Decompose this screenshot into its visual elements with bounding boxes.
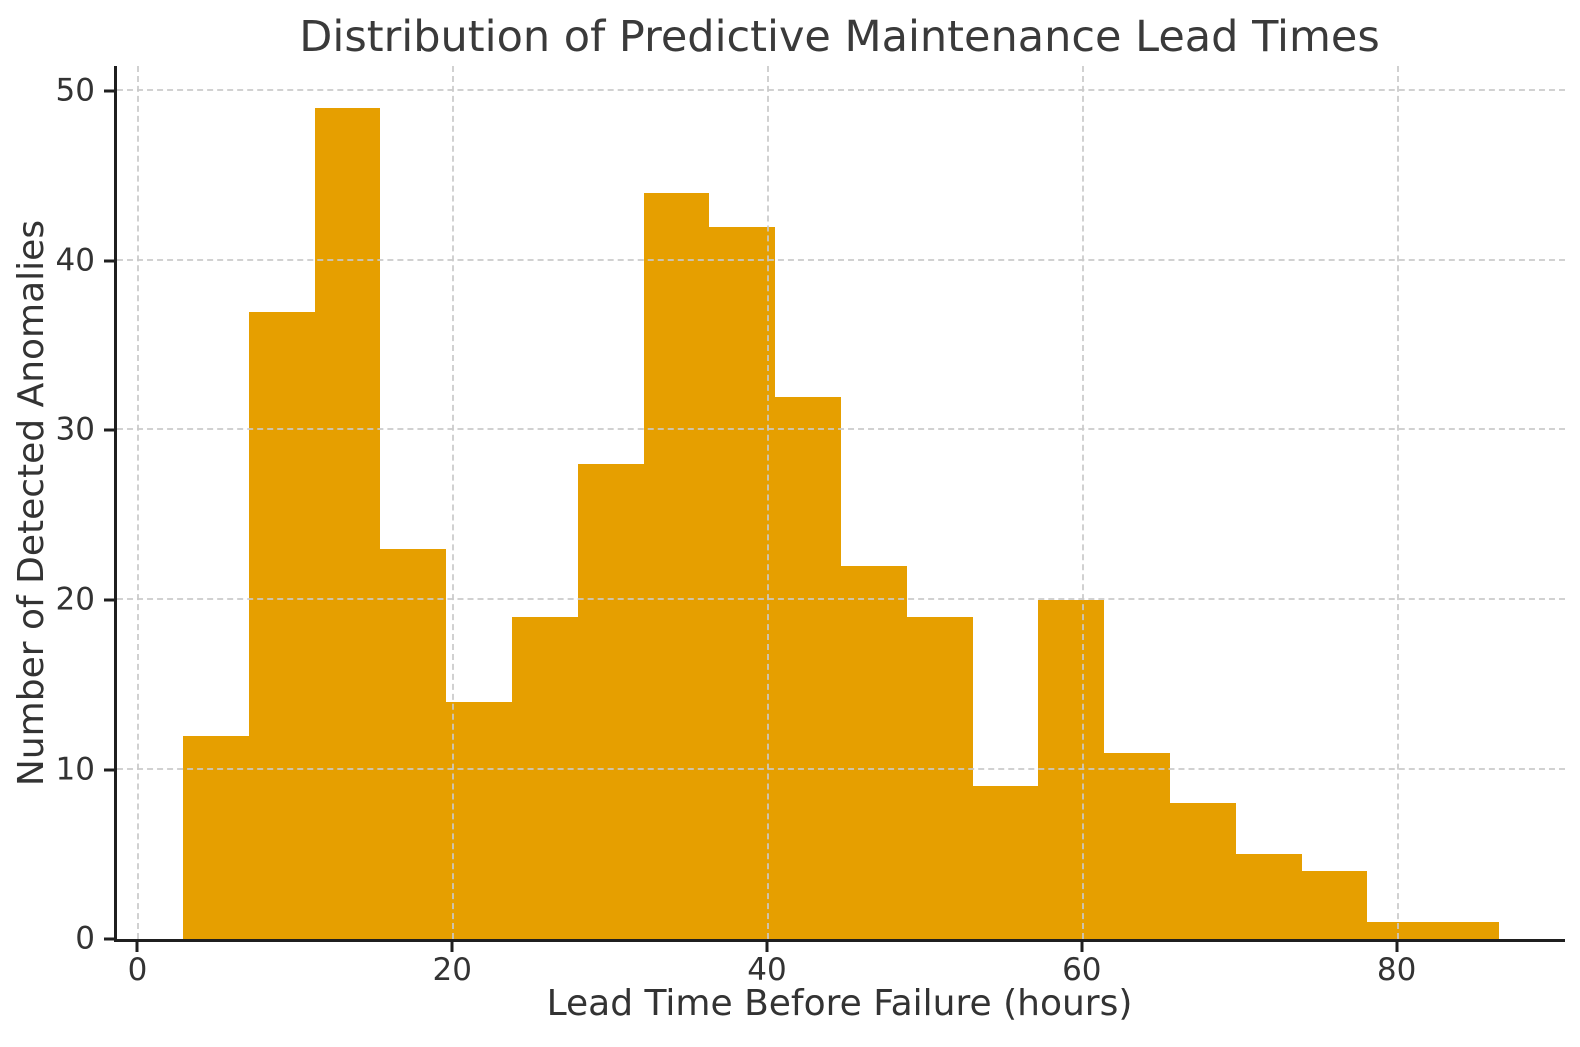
x-tick-label: 40 [747, 952, 787, 988]
y-tick-label: 40 [55, 242, 95, 279]
vertical-gridline [1396, 66, 1399, 939]
histogram-bar [1366, 922, 1433, 939]
histogram-bar [907, 616, 974, 939]
vertical-gridline [452, 66, 455, 939]
y-axis-label: Number of Detected Anomalies [11, 219, 53, 786]
x-tick-label: 0 [127, 952, 148, 988]
horizontal-gridline [117, 258, 1565, 261]
x-tick-mark [765, 942, 769, 952]
y-tick-label: 30 [55, 411, 95, 448]
chart-title: Distribution of Predictive Maintenance L… [299, 12, 1380, 62]
y-tick-label: 50 [55, 72, 95, 109]
histogram-bar [644, 193, 709, 939]
histogram-bar [708, 227, 775, 939]
histogram-bar [578, 464, 645, 939]
histogram-bar [249, 311, 316, 939]
x-tick-label: 80 [1376, 952, 1417, 988]
histogram-bar [841, 566, 908, 939]
y-tick-label: 0 [75, 920, 95, 957]
x-tick-label: 20 [432, 952, 472, 988]
histogram-bar [1236, 854, 1303, 939]
histogram-bar [512, 616, 579, 939]
histogram-bar [1302, 871, 1367, 939]
horizontal-gridline [117, 428, 1565, 431]
histogram-bar [1169, 803, 1237, 939]
histogram-bar [1432, 922, 1499, 939]
y-tick-mark [104, 89, 114, 93]
y-tick-mark [104, 937, 114, 941]
y-tick-mark [104, 259, 114, 263]
horizontal-gridline [117, 767, 1565, 770]
vertical-gridline [1081, 66, 1084, 939]
y-axis-label-box: Number of Detected Anomalies [6, 66, 58, 939]
x-tick-label: 60 [1062, 952, 1102, 988]
histogram-bar [445, 701, 513, 939]
x-tick-mark [1395, 942, 1399, 952]
histogram-bar [774, 396, 841, 939]
horizontal-gridline [117, 89, 1565, 92]
y-tick-mark [104, 768, 114, 771]
histogram-bar [973, 786, 1038, 939]
vertical-gridline [137, 66, 140, 939]
plot-area: 0 20 40 60 80 0 10 20 30 40 50 [56, 66, 1565, 986]
x-axis-label: Lead Time Before Failure (hours) [546, 983, 1133, 1024]
y-tick-label: 20 [55, 581, 95, 618]
x-tick-mark [450, 942, 454, 952]
y-tick-label: 10 [55, 751, 95, 787]
histogram-bar [379, 549, 446, 939]
histogram-bar [183, 735, 250, 939]
x-tick-mark [135, 942, 139, 952]
y-tick-mark [104, 428, 114, 432]
histogram-bar [1103, 752, 1170, 939]
x-tick-mark [1080, 942, 1084, 952]
y-tick-mark [104, 598, 114, 602]
vertical-gridline [767, 66, 770, 939]
histogram-bar [315, 108, 380, 939]
horizontal-gridline [117, 597, 1565, 600]
